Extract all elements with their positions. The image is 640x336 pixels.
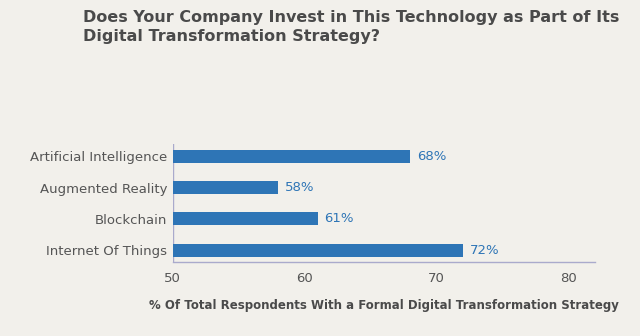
Bar bbox=[173, 244, 463, 257]
Text: 61%: 61% bbox=[324, 212, 354, 225]
Bar bbox=[173, 212, 318, 225]
Text: 68%: 68% bbox=[417, 150, 446, 163]
Bar bbox=[173, 181, 278, 194]
X-axis label: % Of Total Respondents With a Formal Digital Transformation Strategy: % Of Total Respondents With a Formal Dig… bbox=[149, 299, 619, 312]
Text: Does Your Company Invest in This Technology as Part of Its
Digital Transformatio: Does Your Company Invest in This Technol… bbox=[83, 10, 620, 44]
Text: 72%: 72% bbox=[470, 244, 499, 257]
Text: 58%: 58% bbox=[285, 181, 314, 194]
Bar bbox=[173, 150, 410, 163]
